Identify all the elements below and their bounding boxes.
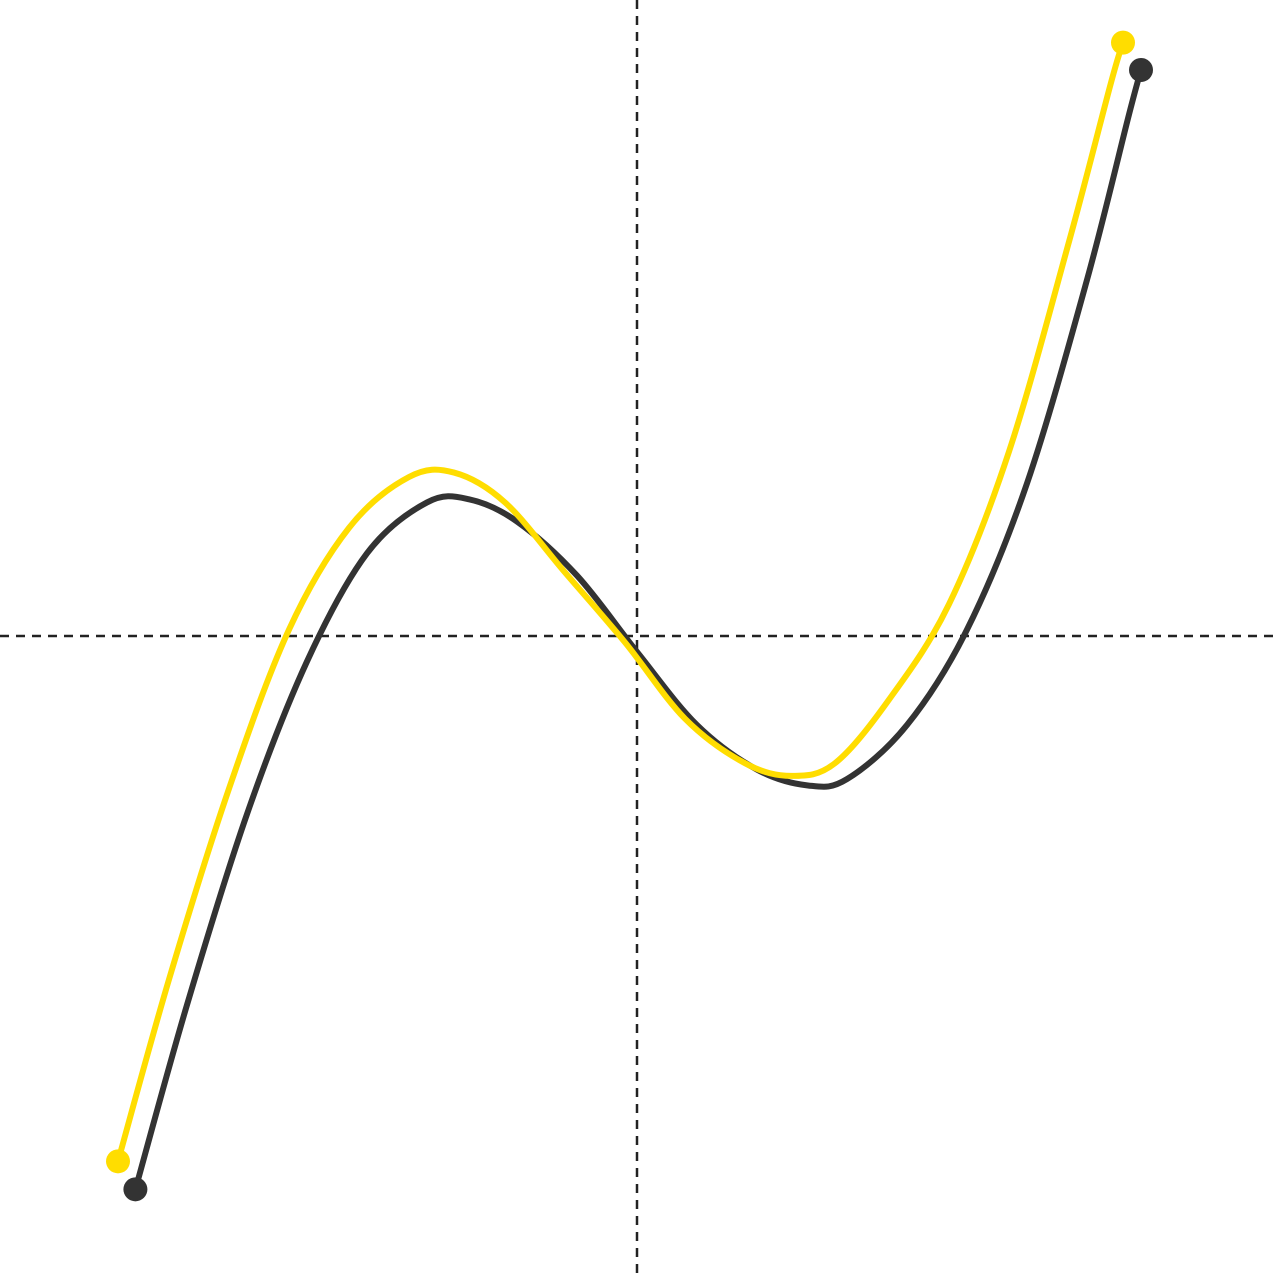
series-2 [106,30,1135,1174]
series-2-line [115,39,1126,1165]
series-2-start-point [106,1149,130,1174]
series-1-line [132,66,1144,1193]
series-1 [123,57,1153,1202]
series-1-start-point [123,1177,148,1202]
series-2-end-point [1111,30,1135,55]
series-1-end-point [1129,57,1153,82]
series-layer [106,30,1153,1202]
